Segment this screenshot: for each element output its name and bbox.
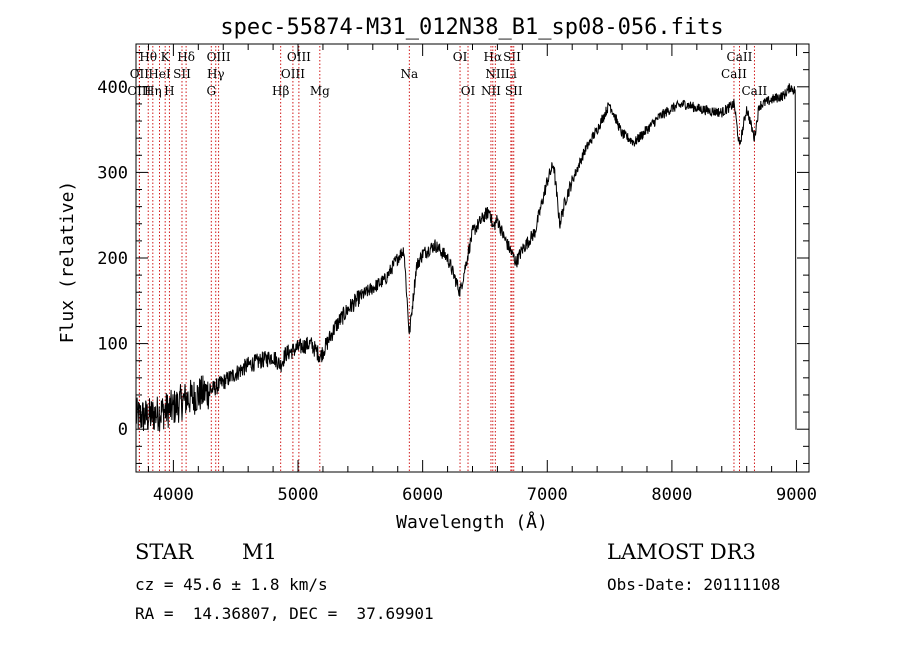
line-label-22: Li: [505, 67, 517, 81]
object-subclass: M1: [242, 540, 277, 564]
line-label-6: SII: [173, 67, 191, 81]
line-label-19: Hα: [484, 50, 503, 64]
y-tick-label: 400: [97, 78, 128, 98]
y-tick-label: 200: [97, 249, 128, 269]
x-axis-label: Wavelength (Å): [396, 511, 548, 533]
survey-name: LAMOST DR3: [607, 540, 756, 564]
line-label-9: OIII: [207, 50, 231, 64]
object-class: STAR: [135, 540, 194, 564]
line-label-8: Hδ: [177, 50, 195, 64]
chart-title: spec-55874-M31_012N38_B1_sp08-056.fits: [220, 15, 723, 40]
y-tick-label: 0: [118, 420, 128, 440]
redshift-cz: cz = 45.6 ± 1.8 km/s: [135, 575, 328, 594]
x-tick-label: 5000: [278, 485, 319, 505]
x-tick-label: 4000: [153, 485, 194, 505]
obs-date: Obs-Date: 20111108: [607, 575, 781, 594]
line-label-14: Hβ: [272, 84, 289, 98]
y-axis-label: Flux (relative): [57, 181, 78, 344]
line-label-4: HeI: [148, 67, 171, 81]
line-label-2: OIII: [127, 84, 151, 98]
line-label-13: OIII: [281, 67, 305, 81]
line-label-0: Hθ: [139, 50, 157, 64]
y-tick-label: 100: [97, 335, 128, 355]
line-label-17: OI: [453, 50, 468, 64]
x-tick-label: 9000: [776, 485, 817, 505]
line-label-15: Mg: [310, 84, 330, 98]
spectrum-layer: [135, 83, 797, 432]
line-label-5: Hη: [144, 84, 162, 98]
coordinates: RA = 14.36807, DEC = 37.69901: [135, 604, 434, 623]
line-label-10: Hγ: [207, 67, 225, 81]
x-tick-label: 6000: [402, 485, 443, 505]
line-label-21: NII: [485, 67, 505, 81]
spectrum-line: [135, 83, 797, 432]
line-label-25: CaII: [727, 50, 753, 64]
line-label-11: G: [206, 84, 216, 98]
y-tick-label: 300: [97, 163, 128, 183]
line-label-16: Na: [400, 67, 418, 81]
line-label-27: CaII: [741, 84, 767, 98]
line-label-7: H: [164, 84, 174, 98]
x-tick-label: 7000: [527, 485, 568, 505]
line-label-24: SII: [505, 84, 523, 98]
line-label-20: SII: [503, 50, 521, 64]
line-label-12: OIII: [287, 50, 311, 64]
line-label-23: NII: [481, 84, 501, 98]
axes-layer: 4000 5000 6000 7000 8000 9000 0 100 200 300 400: [97, 43, 817, 505]
line-label-3: K: [161, 50, 171, 64]
x-tick-label: 8000: [651, 485, 692, 505]
line-label-18: OI: [461, 84, 476, 98]
line-label-26: CaII: [721, 67, 747, 81]
